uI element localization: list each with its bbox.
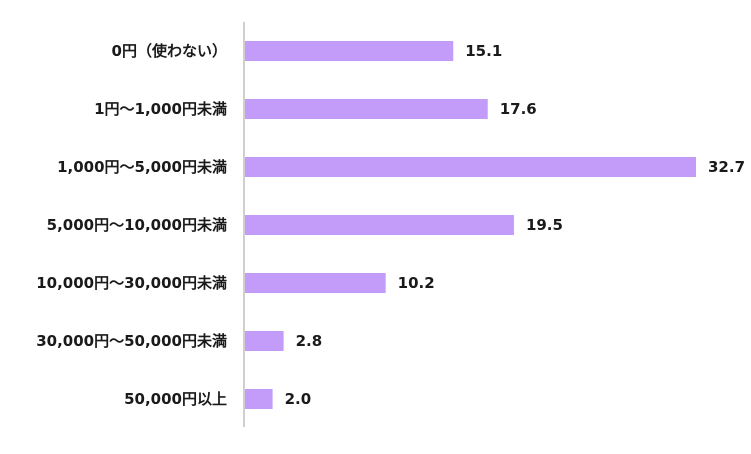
value-label-6: 2.0 [285,390,312,408]
category-label-5: 30,000円～50,000円未満 [36,332,227,350]
bar-2 [245,157,696,177]
value-label-1: 17.6 [500,100,537,118]
category-label-3: 5,000円～10,000円未満 [47,216,227,234]
value-label-4: 10.2 [398,274,435,292]
value-label-5: 2.8 [296,332,323,350]
category-label-6: 50,000円以上 [124,390,227,408]
bar-5 [245,331,284,351]
bar-0 [245,41,454,61]
bar-6 [245,389,273,409]
value-label-0: 15.1 [465,42,502,60]
bar-4 [245,273,386,293]
category-labels: 0円（使わない） 1円～1,000円未満 1,000円～5,000円未満 5,000円… [36,42,227,408]
value-label-2: 32.7 [708,158,745,176]
value-labels: 15.1 17.6 32.7 19.5 10.2 2.8 2.0 [285,42,745,408]
category-label-0: 0円（使わない） [112,42,227,60]
category-label-2: 1,000円～5,000円未満 [57,158,227,176]
category-label-4: 10,000円～30,000円未満 [36,274,227,292]
bars [245,41,696,409]
bar-1 [245,99,488,119]
value-label-3: 19.5 [526,216,563,234]
bar-3 [245,215,514,235]
category-label-1: 1円～1,000円未満 [94,100,227,118]
